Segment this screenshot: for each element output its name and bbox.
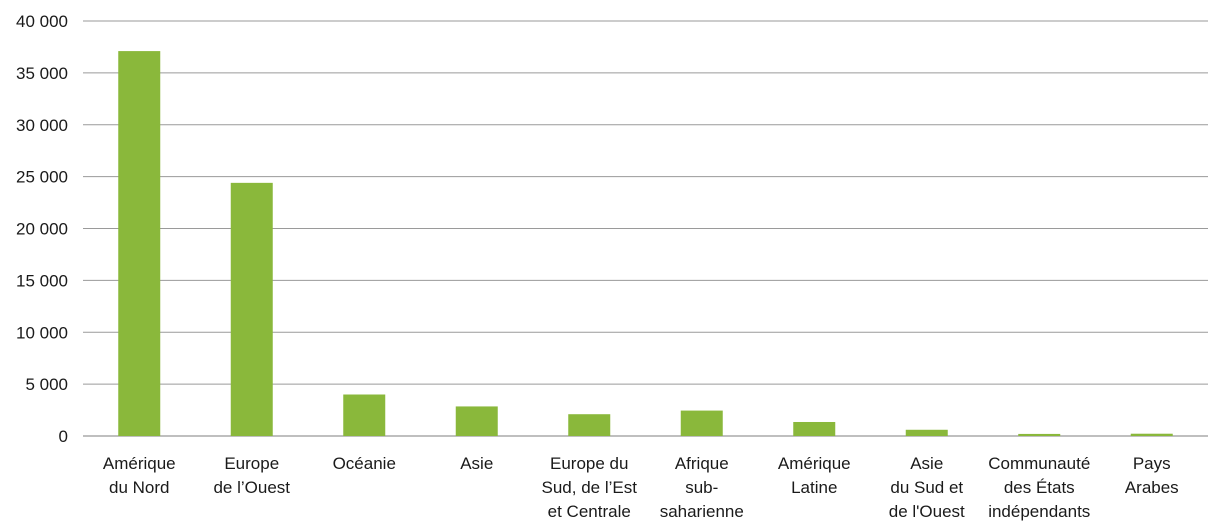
- bar: [1130, 433, 1173, 436]
- bar: [455, 406, 498, 436]
- y-tick-label: 0: [59, 427, 68, 446]
- x-tick-label: Amérique du Nord: [103, 454, 176, 497]
- x-tick-label: Asie: [460, 454, 493, 473]
- bar: [343, 394, 386, 436]
- x-tick-label: Afrique sub-saharienne: [660, 454, 744, 521]
- bar: [905, 429, 948, 436]
- y-tick-label: 10 000: [16, 323, 68, 342]
- x-tick-label: Amérique Latine: [778, 454, 851, 497]
- y-tick-label: 15 000: [16, 271, 68, 290]
- x-tick-label: Océanie: [333, 454, 396, 473]
- y-tick-label: 40 000: [16, 12, 68, 31]
- y-tick-label: 5 000: [25, 375, 68, 394]
- y-tick-label: 30 000: [16, 116, 68, 135]
- x-axis-tick-labels: Amérique du Nord Europe de l’Ouest Océanie As…: [103, 454, 1179, 521]
- bar: [1018, 433, 1061, 436]
- x-tick-label: Europe de l’Ouest: [213, 454, 290, 497]
- y-tick-label: 35 000: [16, 64, 68, 83]
- bar: [118, 51, 161, 437]
- y-tick-label: 25 000: [16, 168, 68, 187]
- x-tick-label: Pays Arabes: [1125, 454, 1179, 497]
- bar: [793, 421, 836, 436]
- x-tick-label: Asie du Sud et de l'Ouest: [889, 454, 965, 521]
- y-tick-label: 20 000: [16, 220, 68, 239]
- y-axis-tick-labels: 0 5 000 10 000 15 000 20 000 25 000 30 000 35 0…: [16, 12, 68, 446]
- bar: [230, 182, 273, 436]
- bar: [568, 414, 611, 436]
- bar: [680, 410, 723, 436]
- x-tick-label: Europe du Sud, de l’Est et Centrale: [542, 454, 638, 521]
- x-tick-label: Communauté des États indépendants: [988, 454, 1090, 521]
- bars: [118, 51, 1173, 437]
